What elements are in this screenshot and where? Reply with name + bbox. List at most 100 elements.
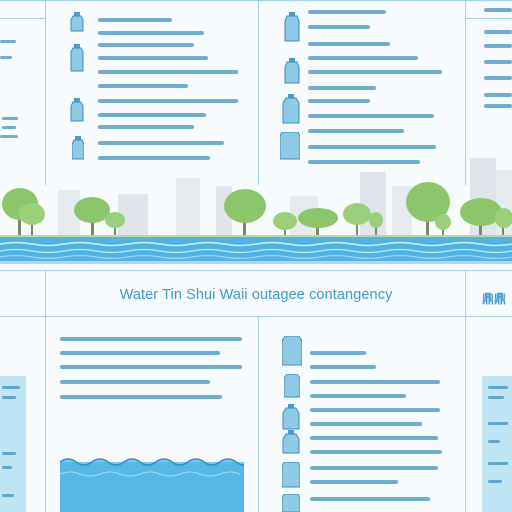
text-line [310, 436, 438, 440]
text-line [308, 145, 436, 149]
text-line [484, 8, 512, 12]
text-line [0, 40, 16, 43]
text-line [2, 126, 16, 129]
text-line [308, 86, 376, 90]
frame-rule [0, 18, 45, 19]
text-line [310, 466, 438, 470]
text-line [98, 18, 172, 22]
text-line [310, 408, 440, 412]
bottle-icon [72, 136, 84, 160]
text-line [60, 351, 220, 355]
tree-icon [224, 189, 266, 238]
tree-icon [406, 182, 450, 238]
frame-rule [45, 0, 46, 185]
text-line [60, 380, 210, 384]
text-line [484, 60, 512, 64]
text-line [2, 466, 12, 469]
page-title: Water Tin Shui Waii outagee contangency [119, 287, 393, 303]
frame-rule [0, 316, 512, 317]
text-line [308, 25, 370, 29]
text-line [484, 104, 512, 108]
text-line [60, 365, 242, 369]
text-line [98, 99, 238, 103]
building-icon [118, 194, 148, 236]
building-icon [58, 190, 80, 236]
text-line [60, 337, 242, 341]
bottle-icon [70, 44, 84, 72]
text-line [98, 56, 208, 60]
building-icon [176, 178, 200, 236]
tree-icon [105, 212, 125, 238]
frame-rule [45, 316, 46, 512]
text-line [2, 117, 18, 120]
text-line [98, 84, 188, 88]
text-line [308, 99, 370, 103]
text-line [98, 43, 194, 47]
tree-icon [495, 208, 512, 238]
text-line [310, 351, 366, 355]
bottle-icon [282, 430, 300, 454]
text-line [308, 129, 404, 133]
tree-icon [369, 212, 383, 238]
text-line [488, 440, 500, 443]
tree-icon [343, 203, 371, 238]
bottle-icon [282, 336, 302, 366]
river-edge [0, 261, 512, 264]
text-line [310, 380, 440, 384]
bottle-icon [284, 374, 300, 398]
bottle-icon [284, 12, 300, 42]
text-line [98, 70, 238, 74]
tree-icon [298, 208, 338, 238]
frame-rule [258, 0, 259, 185]
tree-icon [19, 203, 45, 238]
frame-rule [465, 316, 466, 512]
tree-icon [273, 212, 297, 238]
ground-strip [0, 235, 512, 238]
text-line [310, 497, 430, 501]
text-line [2, 452, 16, 455]
bottle-icon [70, 98, 84, 122]
text-line [484, 30, 512, 34]
text-line [310, 394, 406, 398]
frame-rule [258, 316, 259, 512]
water-box [60, 458, 244, 512]
text-line [310, 480, 398, 484]
frame-rule [0, 0, 512, 1]
bottle-icon [282, 462, 300, 488]
frame-rule [465, 0, 466, 185]
text-line [2, 494, 14, 497]
bottle-icon [282, 404, 300, 430]
text-line [98, 31, 204, 35]
text-line [484, 93, 512, 97]
text-line [310, 422, 422, 426]
river [0, 237, 512, 261]
text-line [308, 42, 390, 46]
text-line [308, 56, 418, 60]
text-line [2, 386, 20, 389]
text-line [308, 70, 442, 74]
text-line [310, 450, 442, 454]
text-line [98, 125, 194, 129]
text-line [98, 113, 206, 117]
text-line [308, 10, 386, 14]
tree-icon [435, 214, 451, 238]
text-line [0, 135, 18, 138]
text-line [488, 386, 508, 389]
tree-icon [74, 197, 110, 238]
text-line [484, 76, 512, 80]
side-label: 鼎鼎 [481, 292, 506, 306]
tree-icon [460, 198, 502, 238]
text-line [488, 396, 504, 399]
text-line [60, 395, 222, 399]
frame-rule [45, 270, 46, 316]
text-line [484, 44, 512, 48]
text-line [488, 422, 508, 425]
text-line [488, 462, 508, 465]
bottle-icon [70, 12, 84, 32]
frame-rule [466, 18, 512, 19]
text-line [0, 56, 12, 59]
text-line [308, 160, 420, 164]
bottle-icon [282, 494, 300, 512]
text-line [98, 156, 210, 160]
text-line [310, 365, 376, 369]
